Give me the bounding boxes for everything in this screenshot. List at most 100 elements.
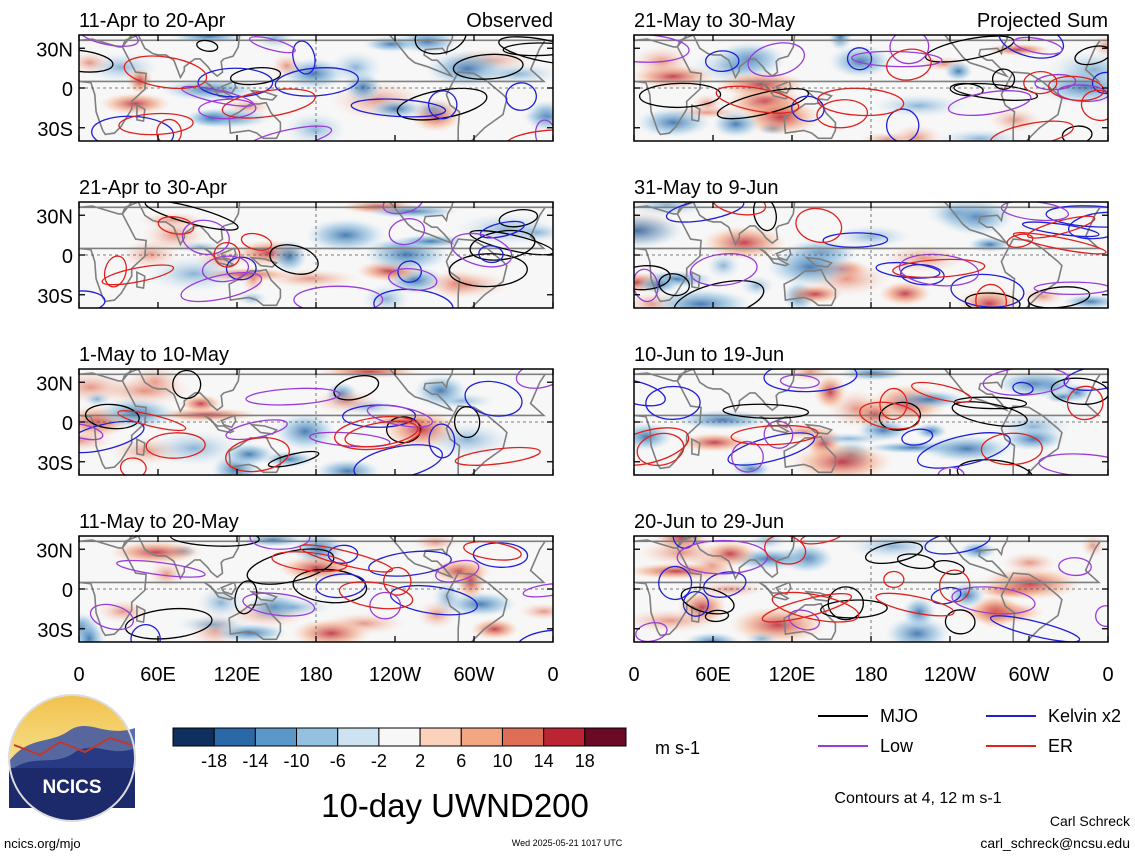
wave-contour xyxy=(950,273,1025,308)
wave-contour xyxy=(225,437,290,473)
wind-anomaly-shading xyxy=(828,44,893,78)
coastline xyxy=(219,581,237,596)
wind-anomaly-shading xyxy=(79,429,113,452)
coastline xyxy=(758,247,790,267)
colorbar-tick-label: 6 xyxy=(456,751,466,771)
map-panel: 21-May to 30-May Projected Sum xyxy=(633,10,1109,142)
wind-anomaly-shading xyxy=(884,616,950,642)
wind-anomaly-shading xyxy=(975,596,1012,629)
wave-contour xyxy=(414,35,467,55)
author-name: Carl Schreck xyxy=(1050,813,1131,829)
wind-anomaly-shading xyxy=(146,430,242,467)
wave-contour xyxy=(1058,557,1092,577)
wave-contour xyxy=(964,292,1021,308)
wind-anomaly-shading xyxy=(79,620,106,642)
wave-contour xyxy=(116,559,206,578)
coastline xyxy=(228,101,282,140)
wave-contour xyxy=(353,444,443,475)
wind-anomaly-shading xyxy=(261,268,361,289)
wave-contour xyxy=(816,99,869,129)
coastline xyxy=(783,602,837,641)
y-tick-label: 30N xyxy=(36,373,73,395)
colorbar-swatch xyxy=(337,727,380,747)
colorbar-swatch xyxy=(460,727,503,747)
wave-contour xyxy=(293,285,384,308)
x-tick-label: 120W xyxy=(369,664,421,686)
wave-contour xyxy=(886,48,932,81)
site-link[interactable]: ncics.org/mjo xyxy=(4,836,81,851)
x-tick-label: 0 xyxy=(547,664,558,686)
wave-contour xyxy=(1091,71,1108,95)
wave-contour xyxy=(673,279,765,308)
wave-contour xyxy=(634,35,690,63)
wave-contour xyxy=(704,50,740,73)
colorbar-tick-label: -2 xyxy=(371,751,387,771)
wave-contour xyxy=(350,98,447,118)
coastline xyxy=(79,38,553,136)
wave-contour xyxy=(779,374,820,389)
contour-note: Contours at 4, 12 m s-1 xyxy=(834,790,1001,807)
wave-contour xyxy=(1000,202,1070,222)
wave-contour xyxy=(101,264,175,286)
coastline xyxy=(758,414,790,434)
x-tick-label: 120E xyxy=(214,664,261,686)
author-email[interactable]: carl_schreck@ncsu.edu xyxy=(980,835,1130,851)
coastline xyxy=(121,536,241,581)
x-tick-label: 180 xyxy=(299,664,332,686)
panel-period-label: 21-Apr to 30-Apr xyxy=(79,177,227,199)
wave-contour xyxy=(989,615,1081,642)
wave-contour xyxy=(883,570,905,589)
wave-contour xyxy=(234,580,258,615)
wave-contour xyxy=(980,432,1043,466)
colorbar-swatch xyxy=(378,727,421,747)
wave-contour xyxy=(534,119,553,141)
wind-anomaly-shading xyxy=(82,391,112,408)
wave-contour xyxy=(498,36,553,65)
panel-period-label: 20-Jun to 29-Jun xyxy=(634,511,784,533)
wave-contour xyxy=(292,40,316,75)
wind-anomaly-shading xyxy=(958,541,997,560)
wave-contour xyxy=(463,541,522,561)
coastline xyxy=(445,238,508,308)
wind-anomaly-shading xyxy=(291,618,372,642)
y-tick-label: 0 xyxy=(62,246,73,268)
wave-contour xyxy=(144,202,239,231)
wave-contour xyxy=(225,256,257,281)
wind-anomaly-shading xyxy=(957,287,1022,308)
column-label: Observed xyxy=(466,10,553,32)
wave-contour xyxy=(515,369,553,389)
wave-contour xyxy=(382,202,424,215)
colorbar-swatch xyxy=(213,727,256,747)
wind-anomaly-shading xyxy=(1062,294,1108,308)
wind-anomaly-shading xyxy=(363,35,420,53)
wave-contour xyxy=(427,90,458,120)
wave-contour xyxy=(658,565,693,601)
wave-contour xyxy=(506,129,553,141)
colorbar-tick-label: 18 xyxy=(575,751,595,771)
wave-contour xyxy=(198,98,257,120)
wave-contour xyxy=(269,244,319,275)
coastline xyxy=(943,202,1010,245)
map-panel: 31-May to 9-Jun xyxy=(633,177,1109,309)
colorbar-swatch xyxy=(419,727,462,747)
coastline xyxy=(774,414,792,429)
legend-label: ER xyxy=(1048,736,1073,756)
wave-contour xyxy=(989,120,1074,141)
wave-contour xyxy=(428,423,456,459)
wind-anomaly-shading xyxy=(943,60,973,82)
coastline xyxy=(249,423,278,435)
coastline xyxy=(388,35,455,78)
wave-contour xyxy=(435,559,480,583)
wind-anomaly-shading xyxy=(96,600,150,623)
wave-contour xyxy=(634,268,659,303)
wave-contour xyxy=(79,420,145,454)
wind-anomaly-shading xyxy=(1046,50,1108,89)
wave-contour xyxy=(634,265,671,291)
wind-anomaly-shading xyxy=(314,458,382,475)
wave-contour xyxy=(117,410,187,432)
wind-anomaly-shading xyxy=(902,596,937,629)
wave-contour xyxy=(1050,377,1108,405)
wave-contour xyxy=(791,95,825,122)
colorbar-swatch xyxy=(172,727,215,747)
wave-contour xyxy=(169,536,260,547)
